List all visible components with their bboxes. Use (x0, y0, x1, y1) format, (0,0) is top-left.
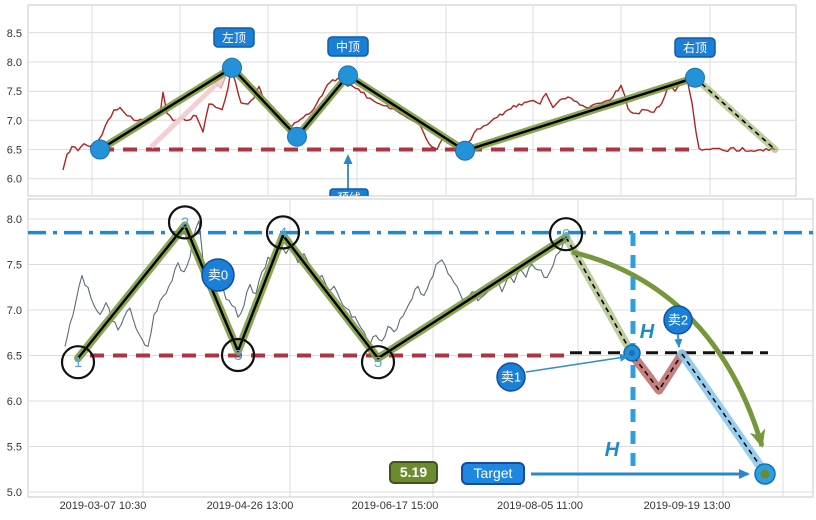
bottom-chart-panel: 8.0 7.5 7.0 6.5 6.0 5.5 5.0 2019-03-07 10:30 201… (7, 198, 814, 512)
pivot-number-2: 2 (181, 214, 189, 231)
pullback-v-dashed (633, 353, 683, 392)
top-ytick-label: 7.0 (7, 115, 22, 127)
pivot-number-6: 6 (562, 226, 570, 243)
pivot-number-4: 4 (279, 224, 287, 241)
target-endpoint-core (760, 469, 770, 479)
breakdown-band-dashed (681, 353, 764, 471)
sell-marker-1 (496, 362, 526, 392)
top-ytick-label: 8.0 (7, 57, 22, 69)
top-price-line (62, 68, 776, 171)
height-label-0: H (640, 321, 655, 343)
sell-marker-2 (663, 305, 693, 335)
top-ytick-label: 8.5 (7, 28, 22, 40)
pivot-number-3: 3 (234, 347, 242, 364)
xtick-label-4: 2019-09-19 13:00 (644, 500, 731, 512)
pivot-number-1: 1 (74, 354, 82, 371)
peak-label-box-1 (327, 36, 369, 57)
xtick-label-1: 2019-04-26 13:00 (207, 500, 294, 512)
top-pivot-dot (338, 65, 358, 86)
neckline-label-text: 颈线 (337, 191, 361, 205)
sell-marker-text-1: 卖1 (501, 370, 521, 385)
sell-marker-text-0: 卖0 (208, 268, 228, 283)
bottom-ytick-label: 8.0 (7, 214, 22, 226)
xtick-label-3: 2019-08-05 11:00 (497, 500, 583, 512)
bottom-plot-border (27, 198, 814, 498)
sell2-pointer-arrow (674, 334, 683, 348)
bottom-ytick-label: 6.0 (7, 396, 22, 408)
peak-label-text-0: 左顶 (222, 30, 246, 45)
height-label-1: H (605, 439, 620, 461)
target-box-text: Target (474, 465, 513, 481)
target-price-text: 5.19 (400, 464, 427, 480)
xtick-label-2: 2019-06-17 15:00 (352, 500, 439, 512)
bottom-ytick-label: 5.5 (7, 442, 22, 454)
peak-label-box-2 (674, 37, 716, 58)
sell-marker-text-2: 卖2 (668, 313, 688, 328)
top-pivot-dot (455, 140, 475, 161)
pivot-ring-6 (548, 217, 584, 252)
top-ytick-label: 6.0 (7, 174, 22, 186)
neckline-label-box (329, 188, 369, 196)
top-pivot-dot (287, 126, 307, 147)
top-ytick-label: 7.5 (7, 86, 22, 98)
pink-trend-arrow (149, 76, 225, 149)
top-pivot-dot (90, 139, 110, 160)
top-zigzag-line (99, 66, 696, 152)
peak-label-text-1: 中顶 (336, 39, 360, 54)
top-ytick-label: 6.5 (7, 144, 22, 156)
top-pivot-dot (222, 57, 242, 78)
sell1-pointer-arrow (525, 353, 629, 373)
bottom-zigzag-band (74, 221, 570, 363)
bottom-ytick-label: 7.0 (7, 305, 22, 317)
xtick-label-0: 2019-03-07 10:30 (60, 500, 147, 512)
pivot-ring-5 (360, 345, 396, 380)
target-box (461, 462, 525, 485)
top-plot-border (27, 4, 797, 197)
peak-label-text-2: 右顶 (683, 40, 707, 55)
top-zigzag-tail-band (691, 74, 779, 153)
bottom-zigzag-tail-dashed (565, 236, 633, 355)
bottom-ytick-label: 7.5 (7, 260, 22, 272)
bottom-zigzag-line (77, 224, 567, 360)
pivot-ring-1 (60, 345, 96, 380)
target-price-box (389, 461, 438, 484)
pivot-ring-4 (265, 215, 301, 250)
pivot-ring-2 (167, 205, 203, 240)
pivot-ring-3 (220, 337, 256, 373)
breakdown-dot-center (629, 350, 635, 356)
sell-marker-0 (201, 258, 235, 292)
peak-label-box-0 (213, 27, 255, 48)
top-pivot-dot (685, 67, 705, 88)
bottom-ytick-label: 6.5 (7, 351, 22, 363)
pullback-v-band (629, 349, 687, 395)
bottom-ytick-label: 5.0 (7, 487, 22, 499)
pivot-number-5: 5 (374, 354, 382, 371)
projection-curve-arrow (571, 249, 766, 448)
